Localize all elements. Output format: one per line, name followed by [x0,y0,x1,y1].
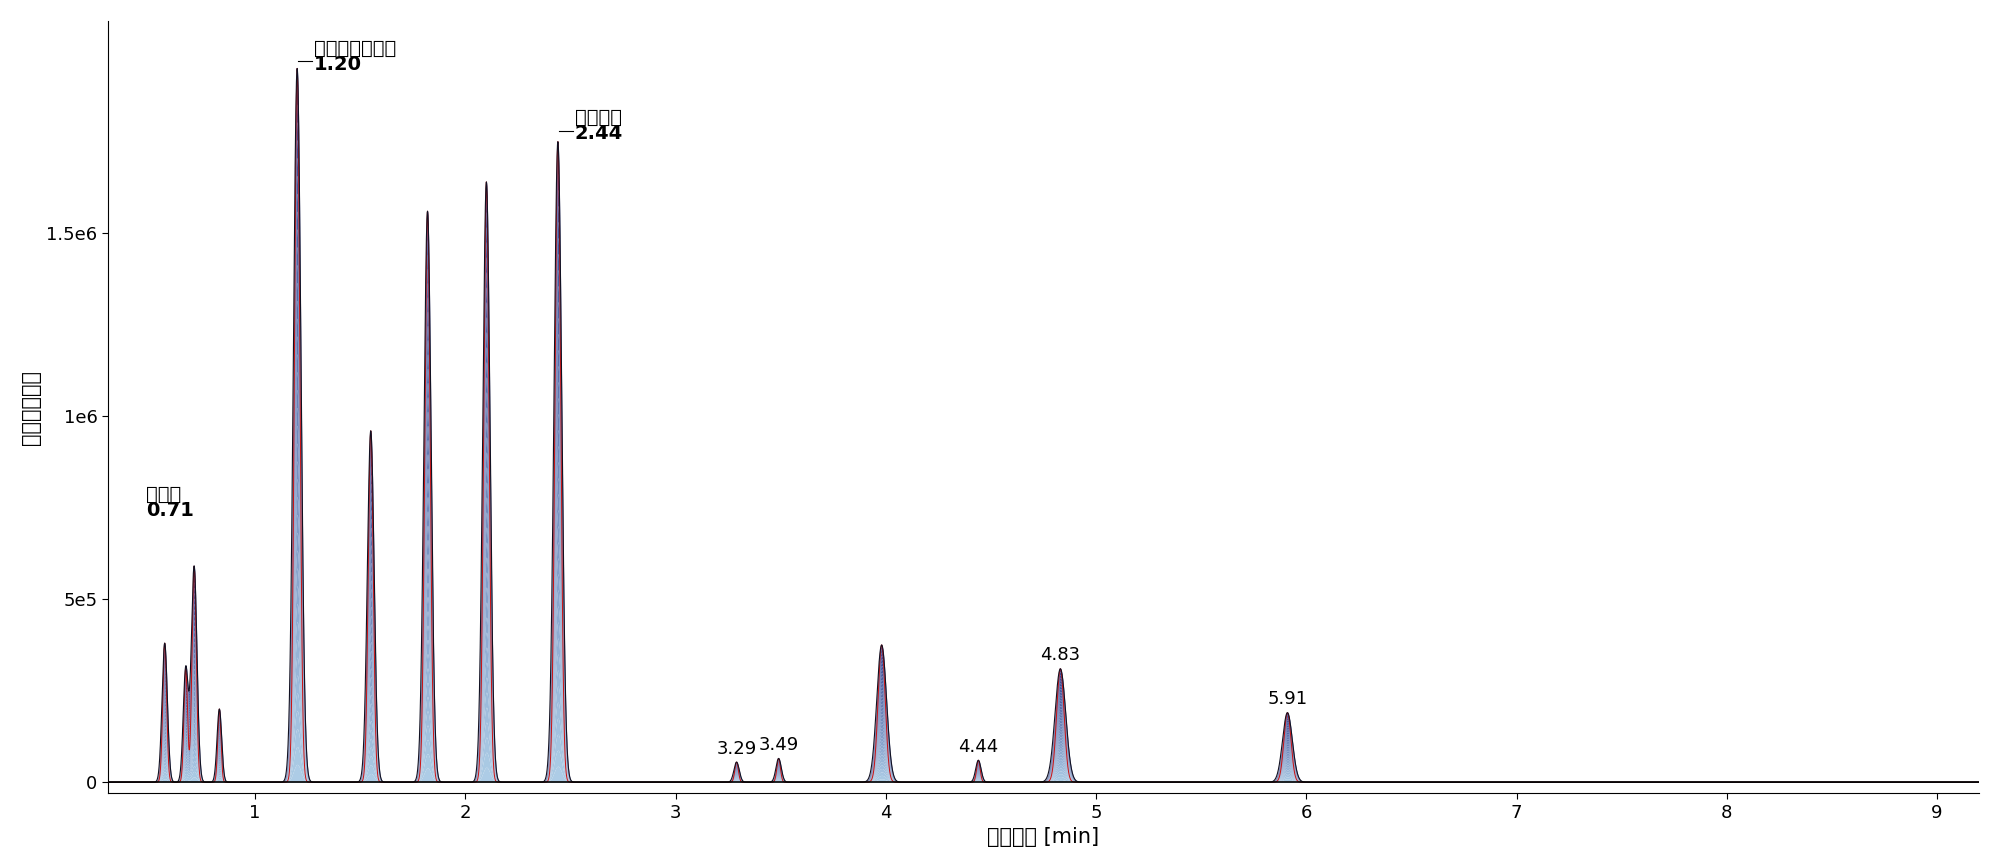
Text: 特非那定: 特非那定 [574,108,622,127]
Text: 3.29: 3.29 [716,740,756,758]
Text: 2.44: 2.44 [574,124,622,143]
Text: 咋噊因: 咋噊因 [146,485,182,504]
Text: 3.49: 3.49 [758,736,798,754]
Text: 0.71: 0.71 [146,502,194,521]
Text: 1.20: 1.20 [314,55,362,74]
Y-axis label: 强度［计数］: 强度［计数］ [20,370,40,444]
Text: 4.83: 4.83 [1040,647,1080,664]
X-axis label: 保留时间 [min]: 保留时间 [min] [988,827,1100,847]
Text: 磺胺二甲氧嘎啺: 磺胺二甲氧嘎啺 [314,38,396,57]
Text: 4.44: 4.44 [958,738,998,756]
Text: 5.91: 5.91 [1268,690,1308,708]
